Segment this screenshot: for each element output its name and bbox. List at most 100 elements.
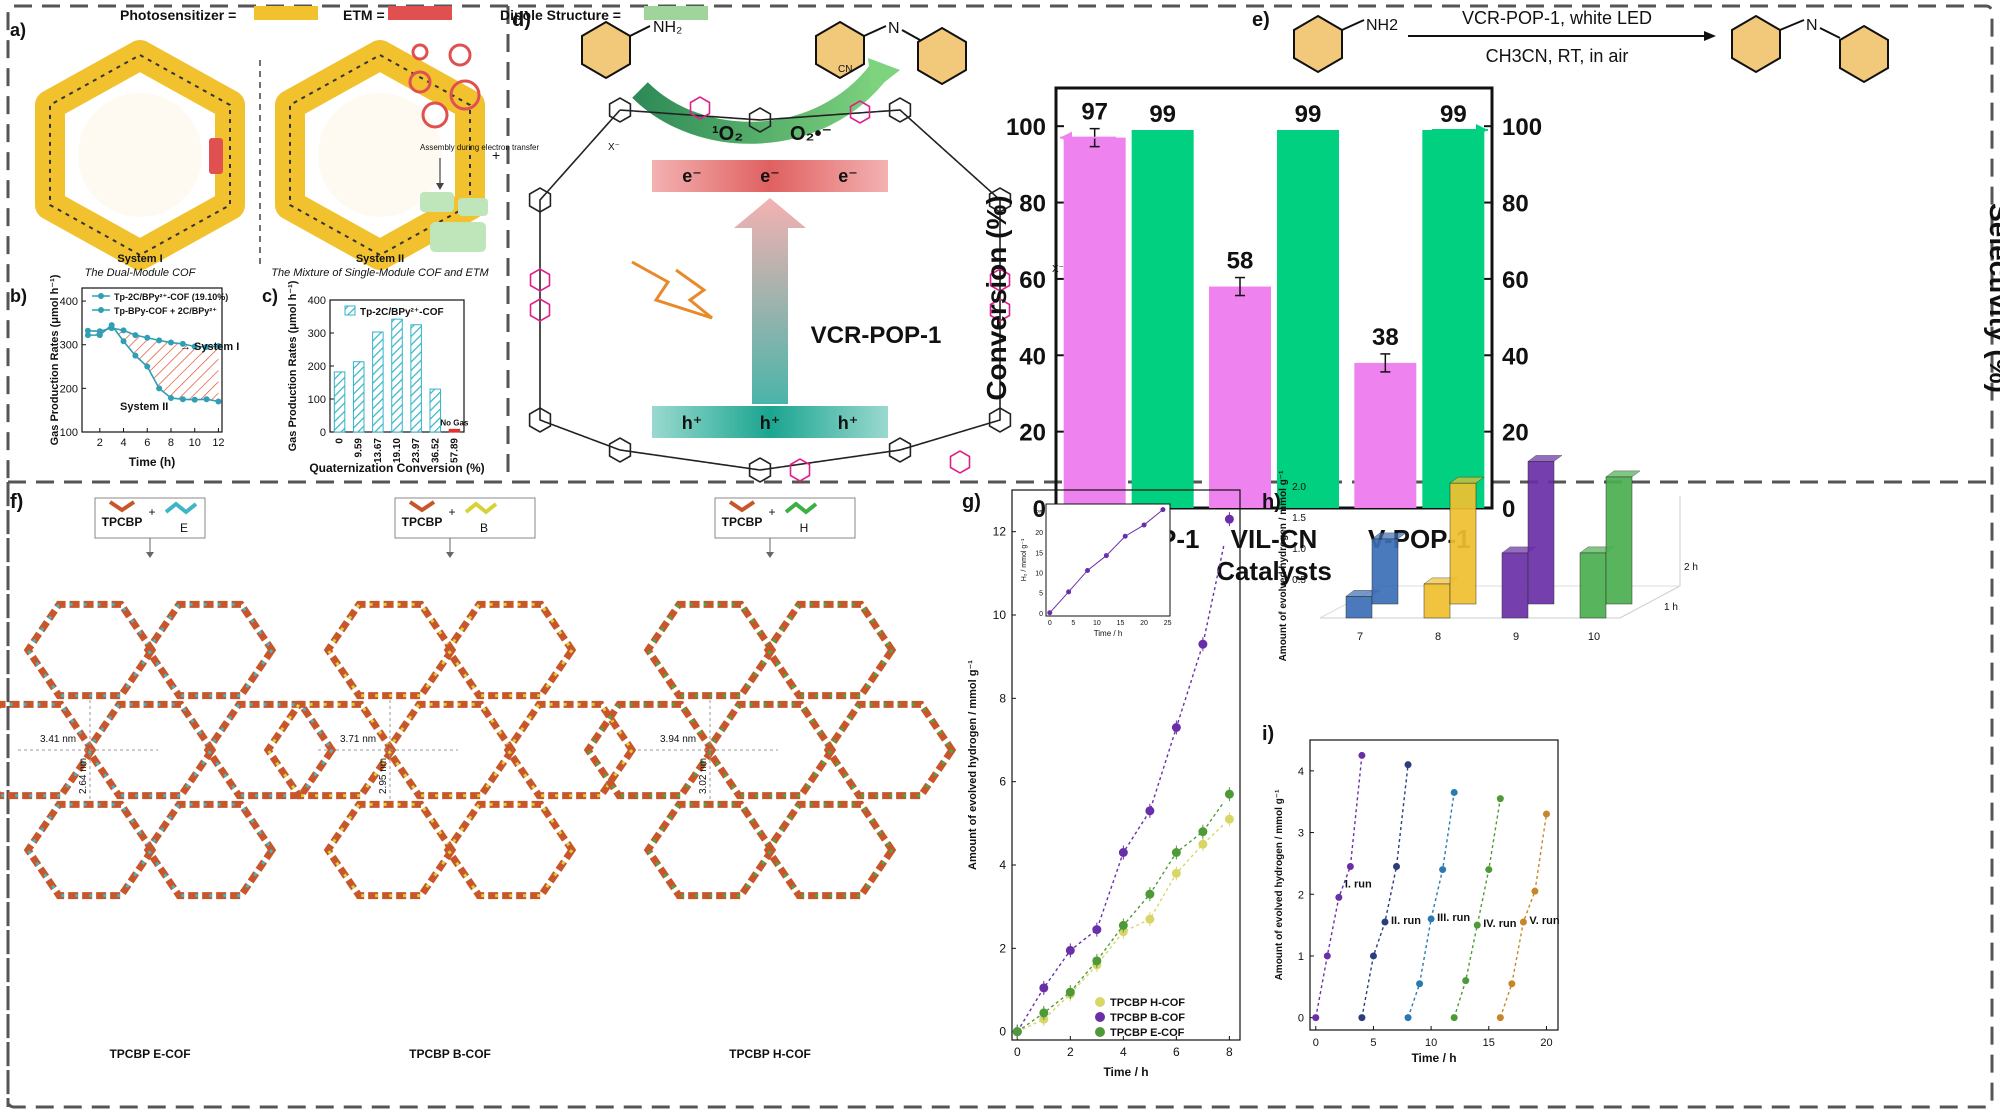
reaction-conditions-top: VCR-POP-1, white LED bbox=[1462, 8, 1652, 28]
x-tick-label: 19.10 bbox=[392, 438, 403, 463]
data-point bbox=[156, 385, 163, 392]
run-label: I. run bbox=[1345, 878, 1372, 890]
data-label: 99 bbox=[1149, 101, 1176, 128]
phenyl-ring bbox=[888, 437, 912, 463]
etm-molecules bbox=[408, 43, 481, 129]
data-point bbox=[1542, 810, 1550, 818]
data-point bbox=[1323, 952, 1331, 960]
x-tick-label: VIL-CN bbox=[1231, 524, 1318, 554]
system2-title: System II bbox=[356, 253, 404, 265]
x-axis-label: Time / h bbox=[1103, 1065, 1148, 1079]
system1-title: System I bbox=[117, 253, 162, 265]
pore bbox=[23, 800, 157, 900]
y-tick-label: 1 bbox=[1298, 951, 1304, 963]
pore bbox=[763, 800, 897, 900]
data-label: 97 bbox=[1081, 99, 1108, 126]
depth-label: 2 h bbox=[1684, 562, 1698, 573]
data-point bbox=[1335, 893, 1343, 901]
data-point bbox=[1462, 977, 1470, 985]
y-tick-label: 60 bbox=[1019, 267, 1046, 294]
x-tick-label: 10 bbox=[189, 437, 201, 449]
y-tick-label: 100 bbox=[308, 394, 326, 406]
bar bbox=[372, 331, 384, 433]
y-tick-label: 20 bbox=[1019, 420, 1046, 447]
pyridinium-ring bbox=[529, 268, 551, 292]
y-tick-label: 200 bbox=[60, 383, 78, 395]
depth-label: 1 h bbox=[1664, 602, 1678, 613]
inset-frame bbox=[1045, 503, 1171, 617]
pore bbox=[763, 600, 897, 700]
polymer-backbone bbox=[539, 109, 1001, 471]
inset-x-tick: 20 bbox=[1140, 620, 1148, 627]
x-axis-label: Quaternization Conversion (%) bbox=[309, 461, 484, 475]
data-point bbox=[1092, 956, 1102, 966]
legend-photosensitizer-swatch bbox=[254, 6, 318, 20]
data-point bbox=[215, 398, 222, 405]
pore-diameter: 3.94 nm bbox=[660, 734, 696, 745]
pore bbox=[143, 800, 277, 900]
y-tick-label-right: 60 bbox=[1502, 267, 1529, 294]
data-point bbox=[1485, 866, 1493, 874]
node-label: TPCBP bbox=[722, 515, 763, 529]
y-tick-label: 0 bbox=[999, 1025, 1006, 1039]
run-label: III. run bbox=[1437, 912, 1470, 924]
data-label: 99 bbox=[1440, 101, 1467, 128]
svg-text:e⁻: e⁻ bbox=[838, 166, 858, 186]
chart-e: e) NH2 VCR-POP-1, white LED CH3CN, RT, i… bbox=[981, 8, 2000, 586]
legend-entry: TPCBP E-COF bbox=[1110, 1027, 1185, 1039]
data-point bbox=[1039, 983, 1049, 993]
e-imine-n-label: N bbox=[1806, 17, 1818, 34]
linker-label: H bbox=[800, 521, 809, 535]
y-axis-label-right: Selectivity (%) bbox=[1984, 203, 2000, 393]
plot-frame bbox=[1054, 86, 1494, 510]
data-point bbox=[191, 396, 198, 403]
inset-y-tick: 20 bbox=[1035, 530, 1043, 537]
imine-structure: N bbox=[815, 20, 967, 86]
data-point bbox=[215, 343, 222, 350]
data-point bbox=[1039, 1008, 1049, 1018]
system2-subtitle: The Mixture of Single-Module COF and ETM bbox=[271, 267, 489, 279]
x-axis-label: Time / h bbox=[1411, 1051, 1456, 1065]
no-gas-note: No Gas bbox=[440, 418, 469, 427]
svg-text:h⁺: h⁺ bbox=[760, 413, 781, 433]
data-point bbox=[1171, 723, 1181, 732]
svg-text:X⁻: X⁻ bbox=[1052, 264, 1064, 275]
singlet-oxygen-label: ¹O₂ bbox=[712, 123, 743, 145]
y-axis-label: Gas Production Rates (μmol h⁻¹) bbox=[49, 274, 61, 445]
linker-label: E bbox=[180, 521, 188, 535]
annotation-system1: → System I bbox=[180, 341, 239, 353]
data-point bbox=[1312, 1014, 1320, 1022]
data-point bbox=[84, 332, 91, 339]
legend-entry: Tp-BPy-COF + 2C/BPy²⁺ bbox=[114, 306, 217, 316]
legend-entry: TPCBP B-COF bbox=[1110, 1012, 1185, 1024]
bar-2h bbox=[1371, 538, 1399, 605]
y-tick-label-right: 100 bbox=[1502, 114, 1542, 141]
svg-text:h⁺: h⁺ bbox=[838, 413, 859, 433]
data-label: 58 bbox=[1227, 248, 1254, 275]
bar-1h bbox=[1579, 552, 1607, 619]
data-point bbox=[144, 363, 151, 370]
run-label: IV. run bbox=[1483, 918, 1516, 930]
chart-h: h) 0.5 1.0 1.5 2.0 7 8 9 10 1 h 2 h Amount of evol… bbox=[1262, 455, 1698, 661]
data-point bbox=[108, 322, 115, 329]
x-tick-label: 10 bbox=[1425, 1037, 1437, 1049]
data-point bbox=[203, 343, 210, 350]
panel-f: f) TPCBP + E 3.41 nm 2.64 nm TPCBP E-COF TPCBP… bbox=[0, 491, 957, 1061]
svg-text:X⁻: X⁻ bbox=[608, 142, 620, 153]
legend-marker bbox=[98, 307, 104, 313]
pore-diameter: 3.71 nm bbox=[340, 734, 376, 745]
bar-selectivity bbox=[1277, 130, 1339, 508]
pore bbox=[323, 800, 457, 900]
plot-frame bbox=[1011, 489, 1241, 1041]
inset-x-tick: 10 bbox=[1093, 620, 1101, 627]
legend-dipole-swatch bbox=[644, 6, 708, 20]
y-axis-label: Amount of evolved hydrogen / mmol g⁻¹ bbox=[1278, 470, 1289, 662]
node-label: TPCBP bbox=[402, 515, 443, 529]
inset-point bbox=[1141, 522, 1147, 528]
data-point bbox=[156, 337, 163, 344]
legend-marker bbox=[1095, 997, 1105, 1007]
panel-d-tag: d) bbox=[512, 9, 531, 31]
pyridinium-ring bbox=[949, 450, 971, 474]
legend-marker bbox=[1095, 1012, 1105, 1022]
data-point bbox=[1224, 789, 1234, 799]
